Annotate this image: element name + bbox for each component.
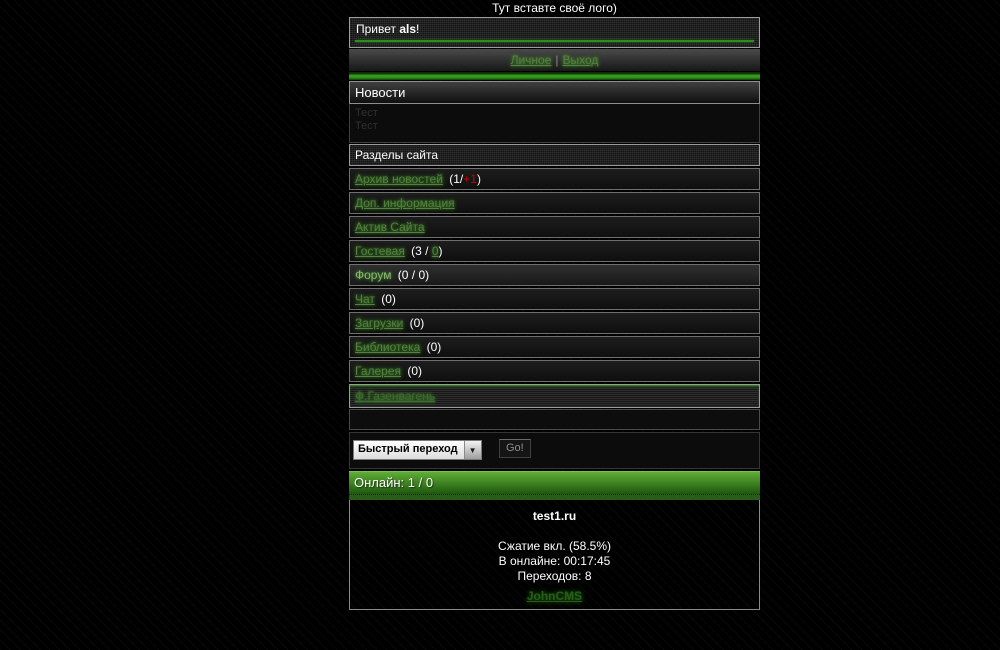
downloads-link[interactable]: Загрузки: [355, 316, 404, 330]
counter: (0): [381, 292, 396, 306]
counter-link[interactable]: 0: [431, 244, 439, 258]
menu-item-guestbook[interactable]: Гостевая (3 / 0): [349, 240, 760, 262]
news-header: Новости: [349, 81, 760, 104]
counter: (0 / 0): [397, 268, 430, 282]
site-name: test1.ru: [532, 509, 577, 523]
chevron-down-icon[interactable]: ▼: [463, 441, 481, 459]
greeting-green-divider: [355, 40, 754, 42]
green-divider-bar: [349, 72, 760, 80]
counter: (1/: [449, 172, 464, 186]
empty-row: [349, 409, 760, 430]
main-column: Тут вставте своё лого) Привет als! Лично…: [349, 0, 760, 610]
guestbook-link[interactable]: Гостевая: [355, 244, 405, 258]
info-link[interactable]: Доп. информация: [355, 196, 455, 210]
menu-item-info[interactable]: Доп. информация: [349, 192, 760, 214]
footer: test1.ru Сжатие вкл. (58.5%) В онлайне: …: [349, 500, 760, 610]
greeting-box: Привет als!: [349, 17, 760, 48]
counter: (3 /: [411, 244, 432, 258]
online-bar-underline: [349, 494, 760, 500]
news-item-link[interactable]: Тест: [355, 107, 378, 119]
engine-link[interactable]: JohnCMS: [526, 589, 583, 603]
counter: ): [476, 172, 481, 186]
menu-item-forum[interactable]: Форум (0 / 0): [349, 264, 760, 286]
quick-nav-selected-value: Быстрый переход: [358, 443, 458, 455]
online-time-stat: В онлайне: 00:17:45: [498, 554, 611, 568]
menu-item-chat[interactable]: Чат (0): [349, 288, 760, 310]
library-link[interactable]: Библиотека: [355, 340, 421, 354]
personal-link[interactable]: Личное: [510, 53, 552, 67]
greeting-prefix: Привет: [356, 22, 400, 36]
archive-link[interactable]: Архив новостей: [355, 172, 443, 186]
forum-link[interactable]: Форум: [355, 268, 392, 282]
active-link[interactable]: Актив Сайта: [355, 220, 425, 234]
extra-section-bar: Ф.Газенвагень: [349, 384, 760, 408]
engine-line: JohnCMS: [350, 589, 759, 603]
news-body: Тест Тест: [349, 104, 760, 143]
online-counter-bar: Онлайн: 1 / 0: [349, 471, 760, 494]
menu-item-downloads[interactable]: Загрузки (0): [349, 312, 760, 334]
top-nav: Личное | Выход: [349, 49, 760, 71]
logo-placeholder-text: Тут вставте своё лого): [492, 1, 617, 15]
quick-nav-select[interactable]: Быстрый переход ▼: [353, 440, 482, 460]
greeting-suffix: !: [416, 22, 420, 36]
greeting-text: Привет als!: [354, 21, 755, 37]
counter-new: +1: [463, 172, 477, 186]
counter: (0): [407, 364, 423, 378]
nav-separator: |: [555, 53, 559, 67]
transitions-stat: Переходов: 8: [517, 569, 592, 583]
menu-item-library[interactable]: Библиотека (0): [349, 336, 760, 358]
greeting-username: als: [399, 22, 417, 36]
counter: (0): [409, 316, 425, 330]
logout-link[interactable]: Выход: [562, 53, 599, 67]
chat-link[interactable]: Чат: [355, 292, 375, 306]
menu-item-archive[interactable]: Архив новостей (1/+1): [349, 168, 760, 190]
gallery-link[interactable]: Галерея: [355, 364, 402, 378]
quick-nav-panel: Быстрый переход ▼ Go!: [349, 432, 760, 469]
go-button[interactable]: Go!: [498, 438, 531, 458]
counter: (0): [426, 340, 442, 354]
menu-item-gallery[interactable]: Галерея (0): [349, 360, 760, 382]
sections-header: Разделы сайта: [349, 144, 760, 166]
news-item-link[interactable]: Тест: [355, 120, 378, 132]
counter: ): [438, 244, 443, 258]
extra-section-link[interactable]: Ф.Газенвагень: [355, 389, 436, 403]
compression-stat: Сжатие вкл. (58.5%): [497, 539, 612, 553]
menu-item-active[interactable]: Актив Сайта: [349, 216, 760, 238]
